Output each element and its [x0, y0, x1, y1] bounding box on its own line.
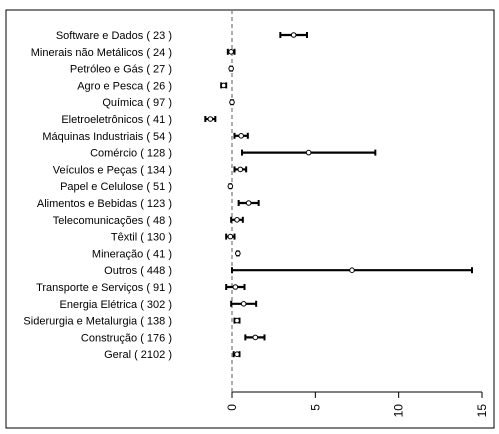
category-label: Minerais não Metálicos ( 24 )	[31, 47, 172, 59]
plot-frame	[5, 9, 495, 429]
point-estimate	[232, 284, 239, 290]
category-label: Papel e Celulose ( 51 )	[60, 181, 172, 193]
category-label: Agro e Pesca ( 26 )	[77, 80, 172, 92]
point-estimate	[229, 99, 235, 105]
point-estimate	[240, 301, 247, 307]
point-estimate	[234, 317, 240, 324]
point-estimate	[228, 65, 234, 72]
point-estimate	[234, 351, 240, 358]
category-label: Construção ( 176 )	[81, 332, 172, 344]
point-estimate	[252, 334, 259, 341]
point-estimate	[228, 49, 234, 55]
point-estimate	[207, 116, 214, 122]
point-estimate	[227, 183, 234, 189]
point-estimate	[238, 133, 244, 139]
category-label: Veículos e Peças ( 134 )	[53, 164, 172, 176]
category-label: Outros ( 448 )	[104, 265, 172, 277]
category-label: Software e Dados ( 23 )	[56, 30, 172, 42]
category-label: Geral ( 2102 )	[104, 349, 172, 361]
category-label: Siderurgia e Metalurgia ( 138 )	[23, 316, 172, 328]
category-label: Comércio ( 128 )	[90, 148, 172, 160]
category-label: Transporte e Serviços ( 91 )	[36, 282, 172, 294]
category-label: Alimentos e Bebidas ( 123 )	[37, 198, 172, 210]
x-tick-label: 0	[225, 404, 239, 411]
category-label: Energia Elétrica ( 302 )	[60, 299, 173, 311]
point-estimate	[245, 200, 252, 206]
category-label: Mineração ( 41 )	[92, 248, 172, 260]
category-label: Química ( 97 )	[102, 97, 172, 109]
category-label: Máquinas Industriais ( 54 )	[42, 131, 172, 143]
category-label: Eletroeletrônicos ( 41 )	[61, 114, 172, 126]
category-label: Telecomunicações ( 48 )	[53, 215, 172, 227]
point-estimate	[227, 233, 234, 240]
x-tick-label: 5	[308, 404, 322, 411]
category-label: Têxtil ( 130 )	[111, 232, 172, 244]
point-estimate	[305, 149, 312, 156]
x-tick-label: 10	[392, 404, 406, 418]
x-axis-ticks: 0 5 10 15	[225, 392, 489, 417]
point-estimate	[220, 82, 227, 89]
point-estimate	[290, 32, 297, 38]
point-estimate	[235, 250, 241, 257]
point-estimate	[234, 217, 240, 223]
category-labels: Software e Dados ( 23 ) Minerais não Metá…	[23, 30, 172, 361]
point-estimate	[349, 267, 355, 274]
error-bars	[204, 32, 473, 358]
point-estimate	[237, 166, 244, 173]
x-tick-label: 15	[475, 404, 489, 418]
category-label: Petróleo e Gás ( 27 )	[70, 64, 172, 76]
